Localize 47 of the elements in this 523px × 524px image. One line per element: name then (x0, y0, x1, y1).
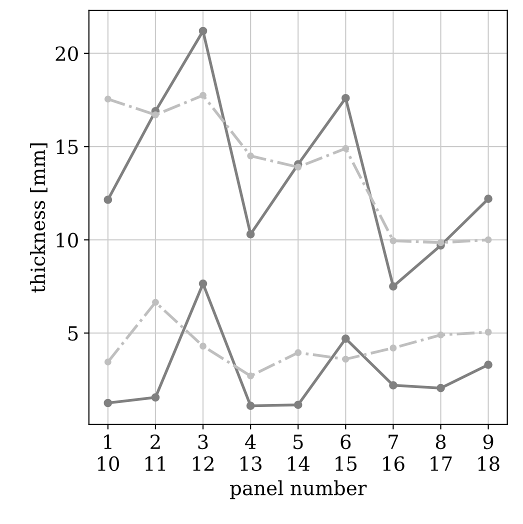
point (484, 236, 492, 244)
point (390, 344, 397, 352)
point (437, 331, 444, 338)
point (200, 342, 206, 350)
point (200, 92, 206, 99)
point (246, 402, 255, 410)
point (104, 96, 112, 103)
point (151, 393, 160, 402)
point (341, 94, 350, 102)
point (198, 279, 208, 288)
point (247, 372, 254, 380)
x-tick-label: 1 10 (98, 434, 120, 471)
point (436, 384, 445, 392)
point (342, 356, 350, 363)
x-tick-label: 8 17 (430, 434, 452, 471)
point (437, 239, 444, 246)
x-tick-label: 2 11 (145, 434, 166, 471)
point (294, 164, 302, 171)
point (484, 360, 492, 369)
point (104, 196, 112, 204)
point (152, 298, 159, 306)
point (342, 144, 350, 152)
x-tick-label: 7 16 (383, 434, 404, 471)
point (198, 26, 208, 36)
point (104, 398, 112, 408)
x-tick-label: 5 14 (288, 434, 310, 471)
y-tick-label: 20 (56, 46, 78, 62)
point (246, 230, 255, 238)
point (104, 358, 112, 366)
point (389, 381, 398, 390)
y-tick-label: 15 (56, 140, 78, 154)
point (294, 400, 302, 410)
point (341, 334, 350, 343)
point (390, 237, 397, 244)
x-tick-label: 6 15 (336, 434, 357, 471)
point (389, 282, 398, 291)
point (294, 349, 302, 356)
point (247, 152, 254, 160)
y-tick-label: 10 (56, 232, 78, 248)
y-tick-label: 5 (68, 326, 78, 341)
point (152, 111, 159, 118)
x-tick-label: 3 12 (193, 434, 214, 471)
x-tick-label: 9 18 (478, 434, 500, 471)
point (484, 328, 492, 336)
x-axis-title: panel number (230, 480, 367, 500)
point (484, 194, 492, 203)
y-axis-title: thickness [mm] (30, 143, 48, 293)
